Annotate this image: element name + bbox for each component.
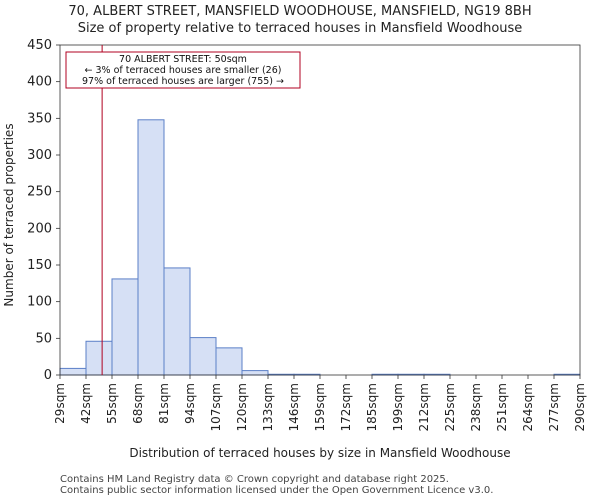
annotation-box (65, 51, 301, 89)
x-tick-label: 120sqm (235, 383, 249, 431)
x-tick-label: 68sqm (131, 383, 145, 424)
chart-plot: 0 50 100 150 200 250 300 350 400 450 29sqm 42sqm 55… (2, 38, 587, 460)
x-tick-label: 55sqm (105, 383, 119, 424)
bar-120sqm (241, 370, 269, 376)
footer-line-2: Contains public sector information licen… (60, 485, 494, 496)
annotation-line-3: 97% of terraced houses are larger (755) … (82, 76, 284, 87)
x-tick-label: 212sqm (417, 383, 431, 431)
x-tick-label: 172sqm (339, 383, 353, 431)
y-tick-label: 50 (35, 331, 52, 346)
bar-107sqm (215, 347, 243, 376)
footer-line-1: Contains HM Land Registry data © Crown c… (60, 474, 449, 485)
x-tick-label: 185sqm (365, 383, 379, 431)
bar-29sqm (59, 367, 87, 376)
bar-68sqm (137, 119, 165, 376)
x-tick-label: 42sqm (79, 383, 93, 424)
bar-81sqm (163, 267, 191, 376)
y-tick-label: 150 (27, 258, 52, 273)
bar-55sqm (111, 278, 139, 376)
x-tick-label: 29sqm (53, 383, 67, 424)
x-tick-label: 277sqm (547, 383, 561, 431)
y-tick-label: 450 (27, 38, 52, 53)
x-tick-label: 94sqm (183, 383, 197, 424)
y-axis-label: Number of terraced properties (2, 123, 16, 306)
x-tick-label: 146sqm (287, 383, 301, 431)
x-tick-label: 251sqm (495, 383, 509, 431)
x-tick-label: 107sqm (209, 383, 223, 431)
y-tick-label: 250 (27, 185, 52, 200)
chart-title: 70, ALBERT STREET, MANSFIELD WOODHOUSE, … (68, 4, 532, 19)
y-tick-label: 350 (27, 111, 52, 126)
chart-subtitle: Size of property relative to terraced ho… (77, 21, 523, 36)
x-axis-label: Distribution of terraced houses by size … (129, 446, 510, 460)
x-tick-label: 225sqm (443, 383, 457, 431)
y-tick-label: 0 (44, 368, 52, 383)
x-tick-label: 290sqm (573, 383, 587, 431)
x-tick-label: 199sqm (391, 383, 405, 431)
y-tick-label: 100 (27, 295, 52, 310)
x-tick-label: 133sqm (261, 383, 275, 431)
y-tick-label: 400 (27, 75, 52, 90)
x-tick-label: 264sqm (521, 383, 535, 431)
annotation-line-1: 70 ALBERT STREET: 50sqm (119, 54, 247, 65)
x-tick-label: 81sqm (157, 383, 171, 424)
annotation-line-2: ← 3% of terraced houses are smaller (26) (85, 65, 282, 76)
bar-42sqm (85, 340, 113, 376)
y-tick-label: 200 (27, 221, 52, 236)
x-tick-label: 159sqm (313, 383, 327, 431)
x-tick-label: 238sqm (469, 383, 483, 431)
y-tick-label: 300 (27, 148, 52, 163)
bar-94sqm (189, 337, 217, 376)
